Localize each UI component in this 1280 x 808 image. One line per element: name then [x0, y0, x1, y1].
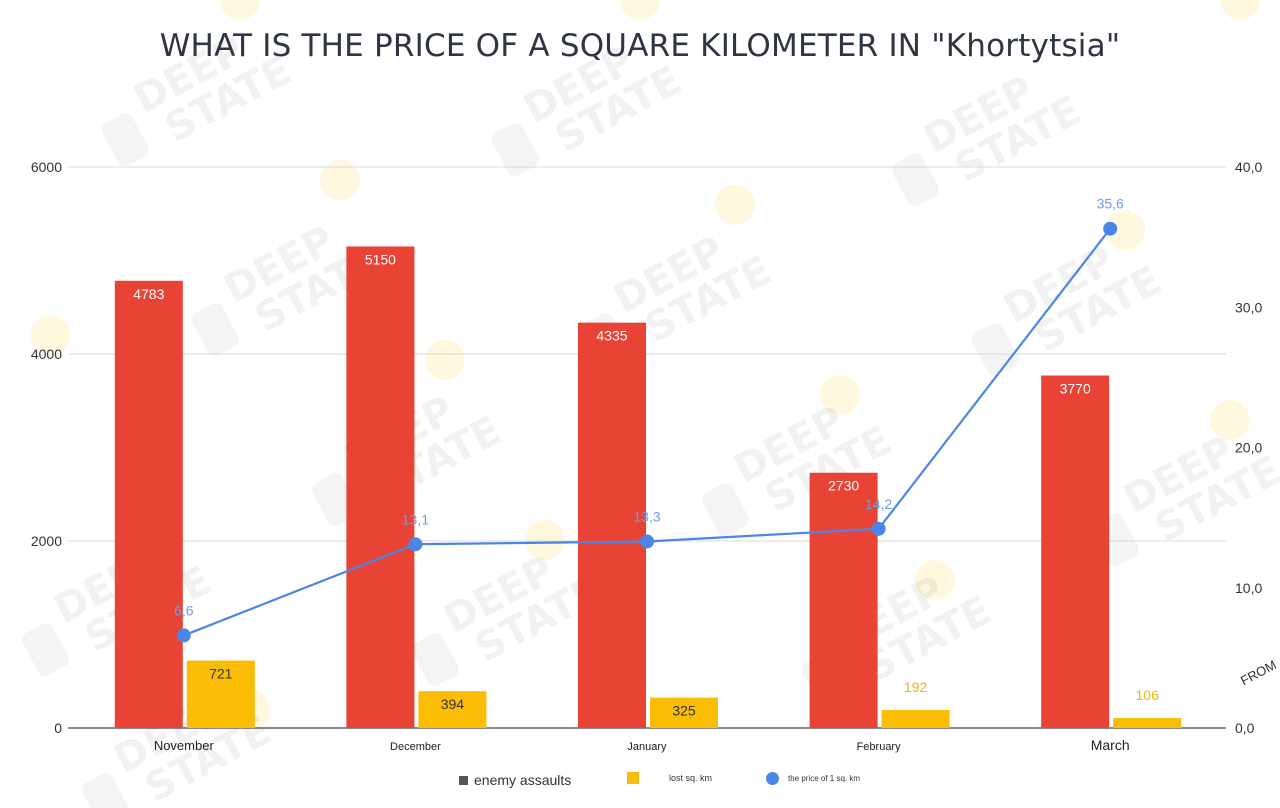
bar-assaults	[578, 322, 646, 728]
y-right-tick-label: 0,0	[1235, 720, 1255, 736]
legend-swatch-assaults	[459, 775, 468, 785]
watermark-badge-icon	[525, 520, 565, 560]
bar-lost-km	[418, 691, 487, 728]
bar-label-assaults: 3770	[1060, 381, 1091, 397]
bar-lost-km	[1113, 718, 1182, 728]
watermark-knight-icon	[21, 623, 69, 676]
watermark-badge-icon	[30, 315, 70, 355]
bar-label-lost-km: 721	[209, 666, 233, 682]
point-label-price: 6,6	[174, 602, 194, 618]
bar-assaults	[1041, 375, 1110, 728]
legend-label-assaults: enemy assaults	[474, 772, 572, 788]
bar-label-assaults: 2730	[828, 478, 859, 494]
bar-lost-km	[650, 697, 718, 728]
bar-assaults	[809, 472, 878, 728]
point-price	[408, 537, 423, 552]
x-tick-label: November	[154, 738, 215, 753]
bar-label-assaults: 5150	[365, 251, 396, 267]
bar-label-assaults: 4335	[596, 328, 627, 344]
y-left-tick-label: 4000	[31, 346, 62, 362]
watermark-badge-icon	[915, 560, 955, 600]
x-tick-label: February	[857, 741, 902, 753]
bar-label-lost-km: 192	[904, 679, 928, 695]
bar-assaults	[346, 246, 415, 728]
bar-lost-km	[186, 660, 255, 728]
point-price	[176, 628, 191, 643]
point-label-price: 35,6	[1097, 196, 1124, 212]
point-price	[640, 534, 654, 549]
x-tick-label: December	[390, 741, 441, 753]
watermark-knight-icon	[701, 483, 749, 536]
watermark-knight-icon	[411, 633, 459, 686]
point-price	[871, 521, 886, 536]
watermark-badge-icon	[715, 185, 755, 225]
x-tick-label: January	[627, 741, 667, 753]
watermark-knight-icon	[191, 303, 239, 356]
watermark-badge-icon	[220, 0, 260, 20]
point-label-price: 13,3	[633, 508, 660, 524]
point-label-price: 14,2	[865, 496, 892, 512]
bar-assaults	[114, 280, 183, 728]
y-left-tick-label: 2000	[31, 533, 62, 549]
y-right-tick-label: 20,0	[1235, 440, 1262, 456]
y-left-tick-label: 0	[54, 720, 62, 736]
watermark-knight-icon	[81, 773, 129, 808]
legend-item-price: the price of 1 sq. km	[766, 772, 860, 785]
bar-label-lost-km: 106	[1136, 687, 1160, 703]
legend-swatch-price	[766, 772, 779, 785]
watermark-knight-icon	[491, 123, 539, 176]
watermark-badge-icon	[1220, 0, 1260, 20]
watermark-badge-icon	[320, 160, 360, 200]
legend-item-lost-km: lost sq. km	[627, 772, 712, 784]
bar-lost-km	[881, 710, 950, 728]
watermark-badge-icon	[620, 0, 660, 20]
watermark-knight-icon	[971, 323, 1019, 376]
y-right-tick-label: 30,0	[1235, 299, 1262, 315]
legend-label-lost-km: lost sq. km	[669, 773, 713, 783]
bar-label-lost-km: 394	[441, 696, 465, 712]
watermark-badge-icon	[1210, 400, 1250, 440]
watermark-knight-icon	[891, 153, 939, 206]
y-right-tick-label: 40,0	[1235, 159, 1262, 175]
legend-label-price: the price of 1 sq. km	[788, 774, 861, 783]
legend: enemy assaults lost sq. km the price of …	[0, 772, 1280, 794]
x-tick-label: March	[1091, 737, 1130, 753]
watermark-badge-icon	[425, 340, 465, 380]
watermark-badge-icon	[820, 375, 860, 415]
point-label-price: 13,1	[402, 511, 429, 527]
chart-title: WHAT IS THE PRICE OF A SQUARE KILOMETER …	[159, 28, 1121, 64]
bar-label-lost-km: 325	[672, 703, 696, 719]
watermark-badge-icon	[1105, 210, 1145, 250]
y-left-tick-label: 6000	[31, 159, 62, 175]
point-price	[1103, 221, 1118, 236]
legend-item-assaults: enemy assaults	[459, 772, 571, 788]
y-right-tick-label: 10,0	[1235, 580, 1262, 596]
legend-swatch-lost-km	[627, 772, 639, 784]
watermark-knight-icon	[101, 113, 149, 166]
bar-label-assaults: 4783	[133, 286, 164, 302]
